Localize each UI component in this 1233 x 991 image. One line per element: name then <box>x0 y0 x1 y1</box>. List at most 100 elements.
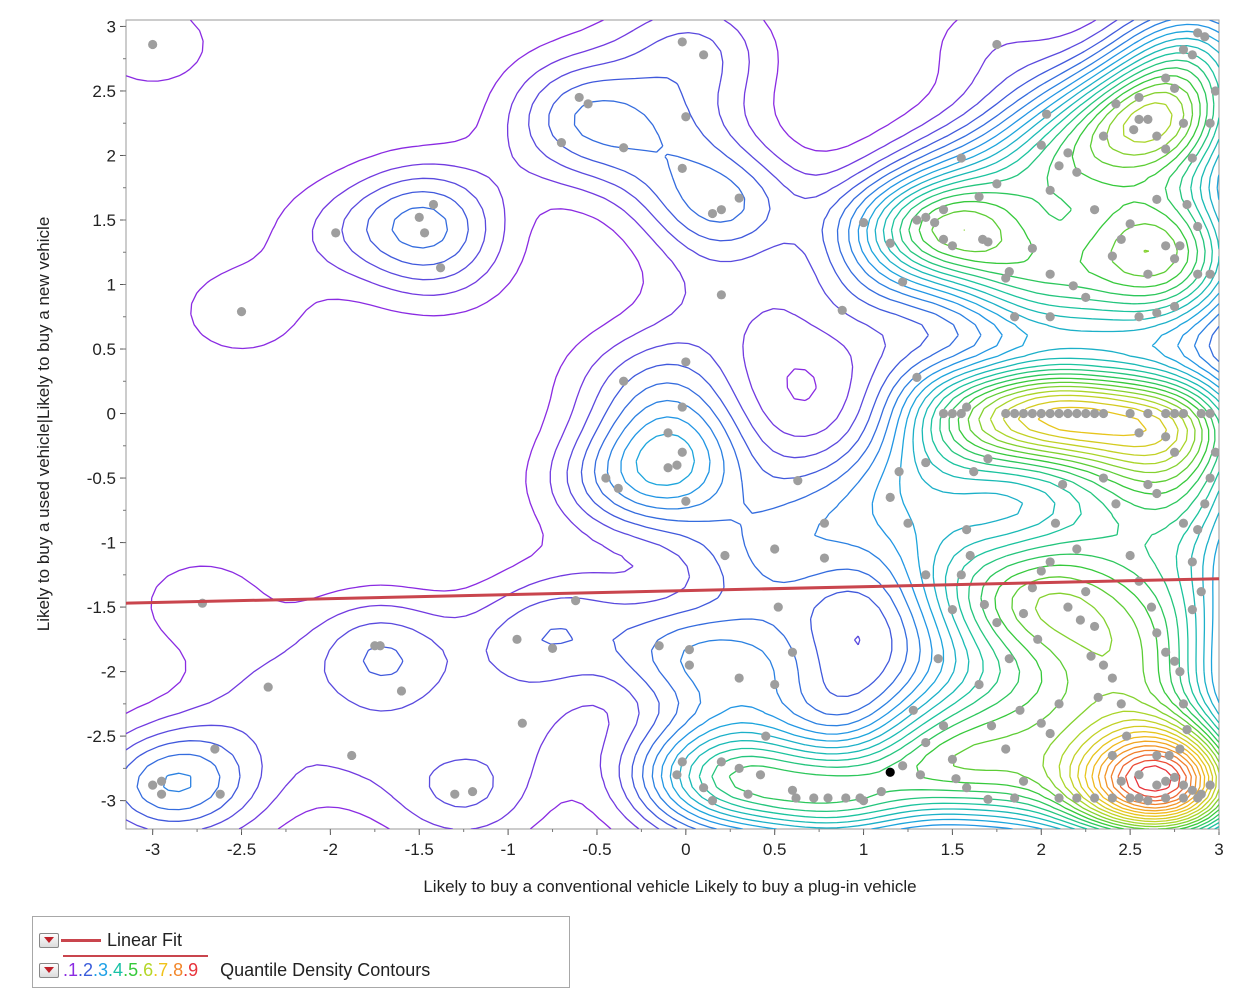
data-point <box>986 721 997 731</box>
data-point <box>1187 557 1197 567</box>
data-point <box>681 357 691 367</box>
y-tick-label: -2.5 <box>87 727 116 746</box>
data-point <box>930 217 940 228</box>
data-point <box>716 757 726 767</box>
data-point <box>773 602 783 612</box>
data-point <box>512 634 522 644</box>
data-point <box>1178 793 1189 803</box>
data-point <box>1015 705 1025 715</box>
data-point <box>1125 408 1135 419</box>
data-point <box>148 39 158 50</box>
linear-fit-menu-button[interactable] <box>39 932 59 948</box>
data-point <box>1081 408 1091 419</box>
data-point <box>1027 243 1037 253</box>
data-point <box>1178 408 1189 419</box>
data-point <box>1033 634 1043 644</box>
data-point <box>1152 628 1162 638</box>
data-point <box>965 550 975 561</box>
data-point <box>1125 550 1135 561</box>
data-point <box>1098 408 1109 419</box>
data-point <box>1169 301 1180 312</box>
data-point <box>1063 408 1073 419</box>
data-point <box>1169 656 1180 666</box>
data-point <box>1063 148 1073 158</box>
data-point <box>1200 32 1210 42</box>
data-point <box>956 408 966 419</box>
data-point <box>263 682 273 692</box>
density-contour <box>916 75 1219 829</box>
data-point <box>1152 131 1162 141</box>
data-point <box>1143 114 1153 124</box>
y-tick-label: -2 <box>101 663 116 682</box>
data-point <box>1116 699 1126 709</box>
data-point <box>791 793 801 803</box>
data-point <box>677 402 687 412</box>
y-tick-label: 1.5 <box>92 211 116 230</box>
data-point <box>921 570 931 580</box>
data-point <box>677 163 687 173</box>
x-tick-label: 2.5 <box>1118 840 1142 859</box>
data-point <box>1010 793 1020 803</box>
data-point <box>1193 525 1203 535</box>
quantile-label: .2 <box>78 960 94 980</box>
density-contour <box>126 20 958 829</box>
data-point <box>983 454 993 464</box>
y-tick-label: -3 <box>101 792 116 811</box>
data-point <box>1125 793 1135 803</box>
x-tick-label: -0.5 <box>582 840 611 859</box>
x-tick-label: -3 <box>145 840 160 859</box>
data-point <box>1042 109 1052 119</box>
data-point <box>1134 312 1144 322</box>
data-point <box>1098 660 1109 670</box>
data-point <box>1178 780 1189 790</box>
data-point <box>1187 50 1197 60</box>
data-point <box>1107 750 1117 761</box>
data-point <box>1107 251 1117 261</box>
data-point <box>761 731 771 741</box>
data-point <box>1086 651 1096 661</box>
quantile-label: .7 <box>153 960 169 980</box>
data-point <box>677 757 687 767</box>
data-point <box>1081 292 1091 303</box>
data-point <box>1134 92 1144 103</box>
data-point <box>450 789 460 799</box>
density-contour <box>1124 759 1181 798</box>
density-contour <box>126 20 1097 829</box>
contour-layer <box>126 20 1219 829</box>
data-point <box>921 737 931 748</box>
data-point <box>1125 219 1135 229</box>
data-point <box>962 525 972 535</box>
data-point <box>1196 408 1206 419</box>
data-point <box>903 518 913 528</box>
data-point <box>1175 744 1185 754</box>
y-tick-label: 1 <box>107 276 116 295</box>
data-point <box>1161 432 1171 442</box>
contours-menu-button[interactable] <box>39 962 59 978</box>
data-point <box>1018 408 1029 419</box>
data-point <box>974 192 984 202</box>
legend: Linear Fit .1.2.3.4.5.6.7.8.9 Quantile D… <box>32 916 570 988</box>
linear-fit-line <box>126 577 1219 605</box>
data-point <box>885 492 895 503</box>
data-point <box>1152 488 1162 499</box>
data-point <box>419 228 430 238</box>
data-point <box>148 780 158 790</box>
data-point <box>1178 699 1189 709</box>
y-tick-label: 2 <box>107 146 116 165</box>
data-point <box>1161 241 1171 251</box>
data-point <box>1054 161 1064 171</box>
data-point <box>837 305 847 315</box>
data-point <box>1143 479 1153 490</box>
data-point <box>1072 544 1082 554</box>
data-point <box>716 205 726 215</box>
data-point <box>819 553 830 563</box>
data-point <box>1089 621 1100 632</box>
quantile-label: .1 <box>63 960 79 980</box>
data-point <box>1161 73 1171 83</box>
data-point <box>1205 473 1215 483</box>
data-point <box>720 550 730 561</box>
x-tick-label: -1.5 <box>405 840 434 859</box>
data-point <box>1089 205 1100 215</box>
data-point <box>681 112 691 122</box>
data-point <box>156 776 167 786</box>
